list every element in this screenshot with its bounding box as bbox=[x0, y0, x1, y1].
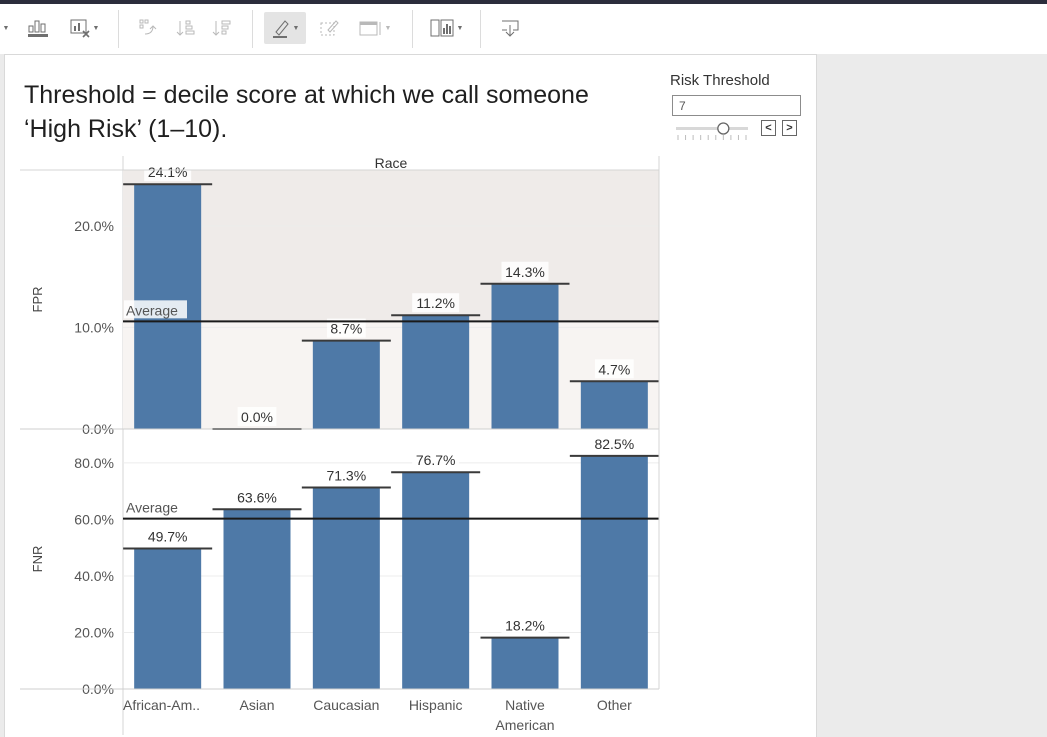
data-label: 49.7% bbox=[148, 529, 188, 545]
bar bbox=[312, 487, 380, 689]
average-reference-label: Average bbox=[126, 500, 178, 516]
x-category-label: Native American bbox=[495, 697, 554, 733]
data-label-background bbox=[501, 261, 549, 281]
dashboard-title: Threshold = decile score at which we cal… bbox=[24, 81, 589, 143]
data-label-background bbox=[144, 162, 192, 182]
slider-thumb[interactable] bbox=[717, 122, 730, 135]
data-label-background bbox=[322, 465, 370, 485]
empty-workspace bbox=[817, 54, 1047, 737]
y-tick-label: 10.0% bbox=[74, 319, 114, 335]
toolbar: ▼ ▼ ▼ ▼ ▼ bbox=[0, 4, 1047, 54]
fit-icon[interactable]: ▼ bbox=[352, 12, 396, 44]
data-label-background bbox=[233, 487, 281, 507]
x-category-label: Other bbox=[597, 697, 632, 713]
data-label: 14.3% bbox=[505, 264, 545, 280]
toolbar-overflow-caret[interactable]: ▼ bbox=[2, 24, 10, 32]
data-label-background bbox=[144, 526, 192, 546]
highlight-band-below-average bbox=[123, 321, 659, 429]
window-top-border bbox=[0, 0, 1047, 4]
data-guide-icon[interactable] bbox=[24, 12, 52, 44]
risk-threshold-label: Risk Threshold bbox=[670, 72, 770, 89]
clear-sheet-icon[interactable]: ▼ bbox=[64, 12, 104, 44]
x-category-label: Caucasian bbox=[313, 697, 379, 713]
group-icon[interactable] bbox=[314, 12, 344, 44]
toolbar-separator bbox=[252, 10, 253, 48]
y-tick-label: 20.0% bbox=[74, 624, 114, 640]
y-tick-label: 80.0% bbox=[74, 455, 114, 471]
data-label: 71.3% bbox=[326, 468, 366, 484]
data-label-background bbox=[501, 615, 549, 635]
column-header-race: Race bbox=[375, 155, 408, 171]
bar bbox=[491, 283, 559, 429]
data-label: 8.7% bbox=[330, 321, 362, 337]
bar bbox=[223, 509, 291, 689]
x-category-label: Asian bbox=[239, 697, 274, 713]
average-label-background bbox=[124, 497, 187, 516]
data-label: 82.5% bbox=[594, 436, 634, 452]
y-tick-label: 60.0% bbox=[74, 511, 114, 527]
slider-next-button[interactable]: > bbox=[782, 120, 797, 136]
data-label-background bbox=[590, 433, 638, 453]
bar bbox=[491, 637, 559, 689]
bar bbox=[402, 472, 470, 689]
data-label: 63.6% bbox=[237, 489, 277, 505]
average-label-background bbox=[124, 300, 187, 319]
data-label-background bbox=[412, 450, 460, 470]
toolbar-separator bbox=[118, 10, 119, 48]
data-label: 18.2% bbox=[505, 618, 545, 634]
x-category-label: Hispanic bbox=[409, 697, 463, 713]
toolbar-separator bbox=[412, 10, 413, 48]
bar bbox=[580, 381, 648, 429]
bar bbox=[402, 315, 470, 429]
bar bbox=[580, 455, 648, 689]
x-category-label: African-Am.. bbox=[123, 697, 200, 713]
y-axis-label-fnr: FNR bbox=[30, 546, 45, 573]
y-tick-label: 20.0% bbox=[74, 218, 114, 234]
data-label: 4.7% bbox=[598, 361, 630, 377]
toolbar-separator bbox=[480, 10, 481, 48]
data-label: 0.0% bbox=[241, 409, 273, 425]
highlight-band-above-average bbox=[123, 170, 659, 322]
data-label: 11.2% bbox=[416, 295, 455, 311]
y-axis-label-fpr: FPR bbox=[30, 287, 45, 313]
y-tick-label: 40.0% bbox=[74, 568, 114, 584]
risk-threshold-slider[interactable] bbox=[676, 122, 756, 142]
data-label-background bbox=[412, 293, 460, 313]
data-label-background bbox=[237, 407, 277, 426]
data-label-background bbox=[594, 359, 634, 379]
sort-ascending-icon[interactable] bbox=[172, 12, 200, 44]
swap-icon[interactable] bbox=[134, 12, 162, 44]
slider-prev-button[interactable]: < bbox=[761, 120, 776, 136]
bar bbox=[312, 340, 380, 429]
bar bbox=[134, 548, 202, 689]
average-reference-label: Average bbox=[126, 302, 178, 318]
sort-descending-icon[interactable] bbox=[208, 12, 236, 44]
data-label-background bbox=[326, 318, 366, 338]
show-me-icon[interactable]: ▼ bbox=[424, 12, 468, 44]
data-label: 76.7% bbox=[416, 452, 456, 468]
highlight-icon[interactable]: ▼ bbox=[264, 12, 306, 44]
data-label: 24.1% bbox=[148, 164, 188, 180]
risk-threshold-input[interactable] bbox=[672, 95, 801, 116]
download-icon[interactable] bbox=[496, 12, 524, 44]
